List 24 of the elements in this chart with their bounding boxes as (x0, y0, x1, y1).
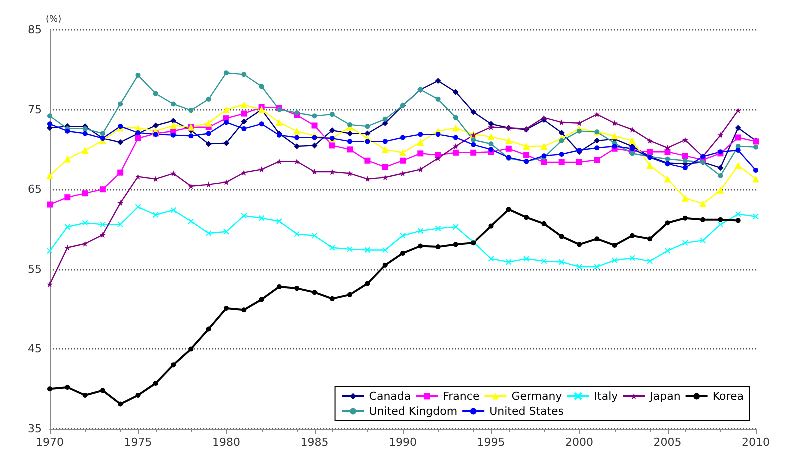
legend-label: Germany (512, 390, 563, 403)
x-tick-label: 1995 (477, 436, 506, 449)
x-tick-label: 1970 (36, 436, 64, 449)
x-tick-label: 1990 (389, 436, 417, 449)
legend-label: Korea (712, 390, 744, 403)
y-tick-label: 45 (28, 342, 42, 356)
y-axis-title: (%) (46, 15, 62, 26)
legend-label: Canada (369, 390, 412, 403)
y-tick-label: 35 (28, 422, 42, 436)
y-tick-label: 85 (28, 24, 42, 36)
legend-label: Japan (649, 390, 681, 403)
x-tick-label: 1975 (124, 436, 152, 449)
x-tick-label: 1985 (300, 436, 329, 449)
y-tick-label: 65 (28, 183, 42, 196)
y-tick-label: 75 (28, 103, 42, 116)
legend-label: United Kingdom (369, 405, 458, 418)
x-tick-label: 2005 (654, 436, 682, 449)
legend-label: Italy (594, 390, 619, 403)
x-tick-label: 2000 (566, 436, 594, 449)
x-tick-label: 2010 (742, 436, 770, 449)
legend-label: United States (490, 405, 564, 418)
legend-label: France (443, 390, 480, 403)
x-tick-label: 1980 (212, 436, 240, 449)
y-tick-label: 55 (28, 262, 42, 276)
